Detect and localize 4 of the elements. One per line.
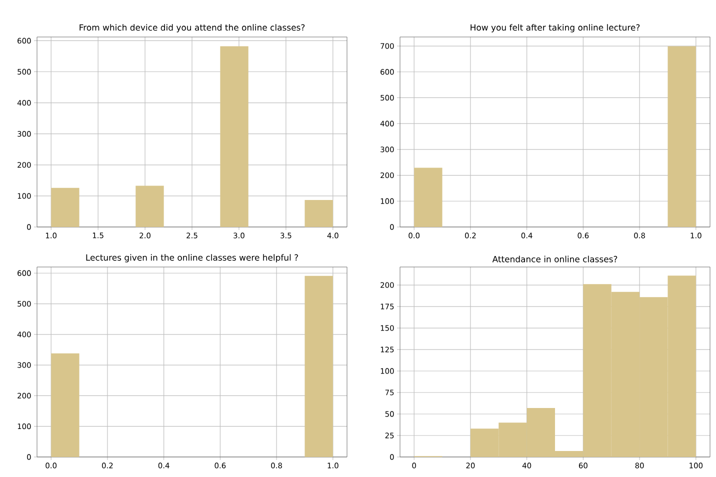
chart-title: Attendance in online classes?: [492, 256, 618, 262]
chart-title: From which device did you attend the online classes?: [80, 24, 305, 32]
chart-title: How you felt after taking online lecture?: [470, 24, 640, 32]
chart-title: Lectures given in the online classes were helpful ?: [86, 254, 298, 262]
